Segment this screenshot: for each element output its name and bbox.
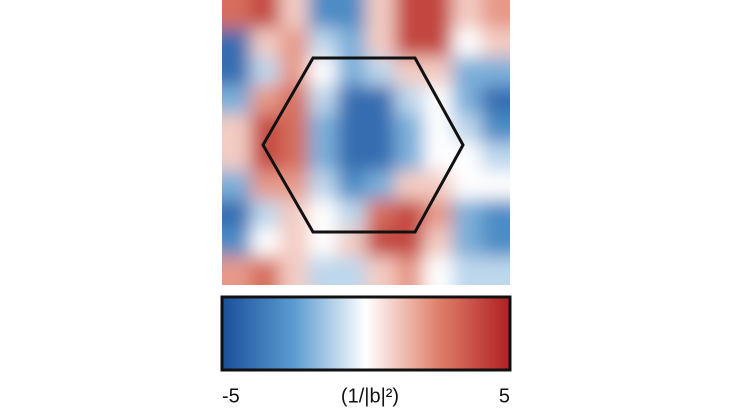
heatmap-cell bbox=[452, 57, 483, 87]
heatmap-cell bbox=[279, 256, 310, 285]
heatmap-cell bbox=[366, 199, 396, 229]
heatmap-cell bbox=[250, 228, 281, 258]
heatmap-cell bbox=[279, 228, 310, 258]
heatmap bbox=[222, 0, 510, 285]
heatmap-cell bbox=[423, 142, 454, 172]
heatmap-cell bbox=[250, 85, 281, 115]
heatmap-cell bbox=[308, 199, 339, 229]
heatmap-cell bbox=[366, 57, 396, 87]
heatmap-cell bbox=[308, 0, 339, 30]
heatmap-cell bbox=[308, 142, 339, 172]
heatmap-cell bbox=[308, 256, 339, 285]
heatmap-cell bbox=[366, 28, 396, 58]
heatmap-cell bbox=[481, 28, 510, 58]
heatmap-cells bbox=[222, 0, 510, 285]
heatmap-cell bbox=[222, 142, 252, 172]
heatmap-cell bbox=[481, 142, 510, 172]
heatmap-cell bbox=[250, 256, 281, 285]
heatmap-cell bbox=[222, 57, 252, 87]
heatmap-cell bbox=[481, 114, 510, 144]
heatmap-cell bbox=[481, 57, 510, 87]
heatmap-cell bbox=[423, 256, 454, 285]
heatmap-cell bbox=[394, 57, 425, 87]
heatmap-cell bbox=[366, 114, 396, 144]
colorbar-tick-label: 5 bbox=[499, 385, 510, 407]
heatmap-cell bbox=[337, 142, 367, 172]
heatmap-cell bbox=[423, 28, 454, 58]
heatmap-cell bbox=[222, 228, 252, 258]
heatmap-cell bbox=[481, 199, 510, 229]
heatmap-cell bbox=[279, 171, 310, 201]
heatmap-cell bbox=[222, 85, 252, 115]
heatmap-cell bbox=[279, 114, 310, 144]
heatmap-cell bbox=[250, 171, 281, 201]
heatmap-cell bbox=[394, 142, 425, 172]
heatmap-cell bbox=[337, 57, 367, 87]
heatmap-cell bbox=[222, 199, 252, 229]
heatmap-cell bbox=[452, 199, 483, 229]
heatmap-cell bbox=[308, 114, 339, 144]
heatmap-cell bbox=[394, 0, 425, 30]
heatmap-cell bbox=[452, 228, 483, 258]
heatmap-cell bbox=[250, 199, 281, 229]
heatmap-cell bbox=[452, 28, 483, 58]
heatmap-cell bbox=[308, 28, 339, 58]
heatmap-cell bbox=[337, 85, 367, 115]
heatmap-cell bbox=[452, 171, 483, 201]
heatmap-cell bbox=[222, 171, 252, 201]
heatmap-cell bbox=[279, 142, 310, 172]
heatmap-cell bbox=[366, 171, 396, 201]
heatmap-cell bbox=[481, 171, 510, 201]
heatmap-cell bbox=[423, 228, 454, 258]
heatmap-cell bbox=[308, 85, 339, 115]
heatmap-cell bbox=[222, 0, 252, 30]
heatmap-cell bbox=[279, 28, 310, 58]
heatmap-cell bbox=[452, 256, 483, 285]
heatmap-cell bbox=[366, 142, 396, 172]
heatmap-cell bbox=[366, 0, 396, 30]
heatmap-cell bbox=[222, 256, 252, 285]
heatmap-cell bbox=[394, 28, 425, 58]
heatmap-cell bbox=[250, 28, 281, 58]
heatmap-cell bbox=[481, 256, 510, 285]
heatmap-cell bbox=[423, 0, 454, 30]
heatmap-cell bbox=[452, 85, 483, 115]
heatmap-cell bbox=[222, 28, 252, 58]
heatmap-cell bbox=[452, 0, 483, 30]
heatmap-cell bbox=[337, 114, 367, 144]
heatmap-cell bbox=[308, 57, 339, 87]
heatmap-cell bbox=[481, 228, 510, 258]
heatmap-cell bbox=[337, 171, 367, 201]
colorbar-tick-label: -5 bbox=[222, 385, 240, 407]
heatmap-cell bbox=[423, 171, 454, 201]
heatmap-cell bbox=[337, 199, 367, 229]
colorbar-label: (1/|b|²) bbox=[341, 385, 399, 407]
heatmap-cell bbox=[279, 0, 310, 30]
heatmap-cell bbox=[366, 256, 396, 285]
heatmap-cell bbox=[366, 85, 396, 115]
heatmap-cell bbox=[250, 0, 281, 30]
colorbar bbox=[220, 295, 512, 372]
heatmap-cell bbox=[337, 256, 367, 285]
heatmap-cell bbox=[481, 85, 510, 115]
heatmap-cell bbox=[481, 0, 510, 30]
hexagon bbox=[261, 56, 465, 234]
heatmap-cell bbox=[308, 171, 339, 201]
heatmap-cell bbox=[394, 171, 425, 201]
heatmap-cell bbox=[222, 114, 252, 144]
heatmap-cell bbox=[394, 256, 425, 285]
heatmap-cell bbox=[394, 114, 425, 144]
heatmap-cell bbox=[423, 199, 454, 229]
heatmap-cell bbox=[394, 85, 425, 115]
heatmap-cell bbox=[337, 28, 367, 58]
heatmap-cell bbox=[452, 114, 483, 144]
heatmap-cell bbox=[250, 57, 281, 87]
heatmap-cell bbox=[337, 0, 367, 30]
heatmap-cell bbox=[279, 199, 310, 229]
